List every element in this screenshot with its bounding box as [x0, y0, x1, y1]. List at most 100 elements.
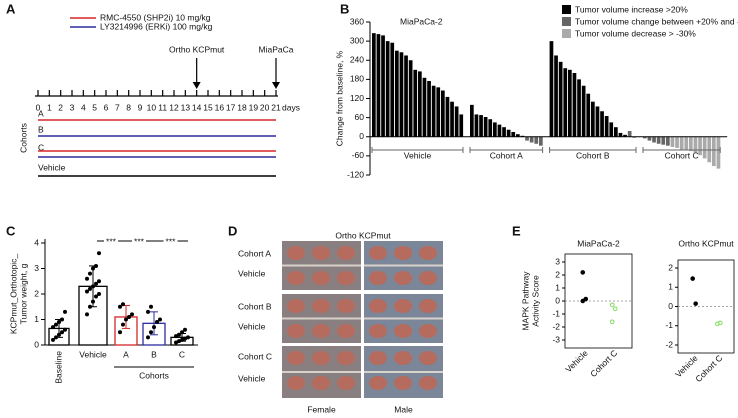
- bar: [670, 136, 675, 147]
- data-point: [690, 276, 695, 281]
- data-point: [63, 327, 67, 332]
- bar: [568, 69, 572, 137]
- y-axis-label: Tumor weight, g: [18, 263, 28, 324]
- timeline-tick-label: 0: [36, 102, 41, 112]
- bar: [450, 101, 454, 137]
- data-point: [54, 322, 58, 327]
- row-label: Vehicle: [238, 321, 266, 331]
- bar: [609, 122, 614, 137]
- y-tick-label: 0: [34, 339, 39, 349]
- legend-label: Tumor volume increase >20%: [575, 4, 688, 14]
- data-point: [51, 325, 55, 330]
- bar: [493, 122, 497, 137]
- bar: [474, 114, 479, 137]
- data-point: [97, 279, 101, 284]
- bar: [539, 136, 543, 146]
- data-point: [85, 289, 89, 294]
- timeline-tick-label: 7: [115, 102, 120, 112]
- timeline-tick-label: 2: [58, 102, 63, 112]
- tumor: [337, 246, 355, 260]
- data-point: [88, 286, 92, 291]
- tumor: [394, 271, 412, 285]
- tumor: [419, 351, 437, 365]
- bar: [554, 55, 558, 137]
- bar: [563, 68, 568, 137]
- bar: [549, 41, 554, 137]
- data-point: [183, 336, 187, 341]
- data-point: [51, 337, 55, 342]
- tumor: [287, 324, 305, 338]
- column-label: Male: [394, 404, 413, 414]
- data-point: [97, 251, 101, 256]
- bar: [702, 136, 707, 159]
- bar: [581, 85, 586, 137]
- data-point: [609, 302, 615, 308]
- tumor: [394, 246, 412, 260]
- data-point: [57, 320, 61, 325]
- tumor: [287, 299, 305, 313]
- bar: [679, 136, 684, 150]
- significance-label: ***: [134, 236, 145, 246]
- bar: [716, 136, 721, 169]
- timeline-tick-label: 19: [249, 102, 259, 112]
- data-point: [146, 309, 150, 314]
- bar: [623, 134, 627, 137]
- tumor: [419, 246, 437, 260]
- y-tick-label: -3: [552, 334, 560, 344]
- x-tick-label: C: [179, 349, 185, 359]
- chart-title: MiaPaCa-2: [400, 16, 443, 26]
- data-point: [60, 317, 64, 322]
- bar: [595, 106, 600, 137]
- bar: [431, 85, 436, 137]
- tumor: [419, 324, 437, 338]
- legend-label: Tumor volume decrease > -30%: [575, 28, 696, 38]
- timeline-tick-label: 1: [47, 102, 52, 112]
- bar: [399, 52, 404, 137]
- data-point: [186, 335, 190, 340]
- timeline-tick-label: 5: [92, 102, 97, 112]
- timeline-tick-label: 4: [81, 102, 86, 112]
- timeline-tick-label: 9: [138, 102, 143, 112]
- bar: [511, 131, 516, 137]
- data-point: [118, 330, 122, 335]
- data-point: [57, 332, 61, 337]
- data-point: [127, 314, 131, 319]
- x-tick-label: Vehicle: [79, 349, 107, 359]
- tumor: [287, 246, 305, 260]
- y-tick-label: 1: [34, 314, 39, 324]
- bar: [381, 35, 385, 137]
- y-tick-label: 0: [555, 295, 560, 305]
- tumor: [369, 351, 387, 365]
- bar: [395, 50, 399, 137]
- bar: [666, 136, 670, 146]
- timeline-tick-label: 3: [70, 102, 75, 112]
- timeline-tick-label: 8: [126, 102, 131, 112]
- timeline-unit: days: [282, 102, 300, 112]
- timeline-tick-label: 18: [237, 102, 247, 112]
- timeline-tick-label: 12: [169, 102, 179, 112]
- data-point: [580, 298, 586, 304]
- y-tick-label: 4: [34, 237, 39, 247]
- y-tick-label: -1: [552, 308, 560, 318]
- vehicle-label: Vehicle: [38, 162, 66, 172]
- timeline-tick-label: 20: [260, 102, 270, 112]
- group-label: Vehicle: [404, 150, 432, 160]
- chart-title: MiaPaCa-2: [577, 238, 620, 248]
- arrow-head: [192, 82, 201, 89]
- legend-swatch: [562, 17, 571, 26]
- data-point: [85, 312, 89, 317]
- x-tick-label: Vehicle: [563, 348, 590, 375]
- chart-title: Ortho KCPmut: [678, 238, 734, 248]
- bar: [591, 101, 595, 137]
- data-point: [54, 335, 58, 340]
- bar: [586, 93, 591, 137]
- panel-label: D: [228, 223, 237, 238]
- data-point: [180, 337, 184, 342]
- bar: [483, 116, 488, 137]
- bar: [675, 136, 679, 148]
- bar: [600, 111, 604, 137]
- tumor: [312, 376, 330, 390]
- data-point: [130, 312, 134, 317]
- y-tick-label: 1: [668, 282, 673, 292]
